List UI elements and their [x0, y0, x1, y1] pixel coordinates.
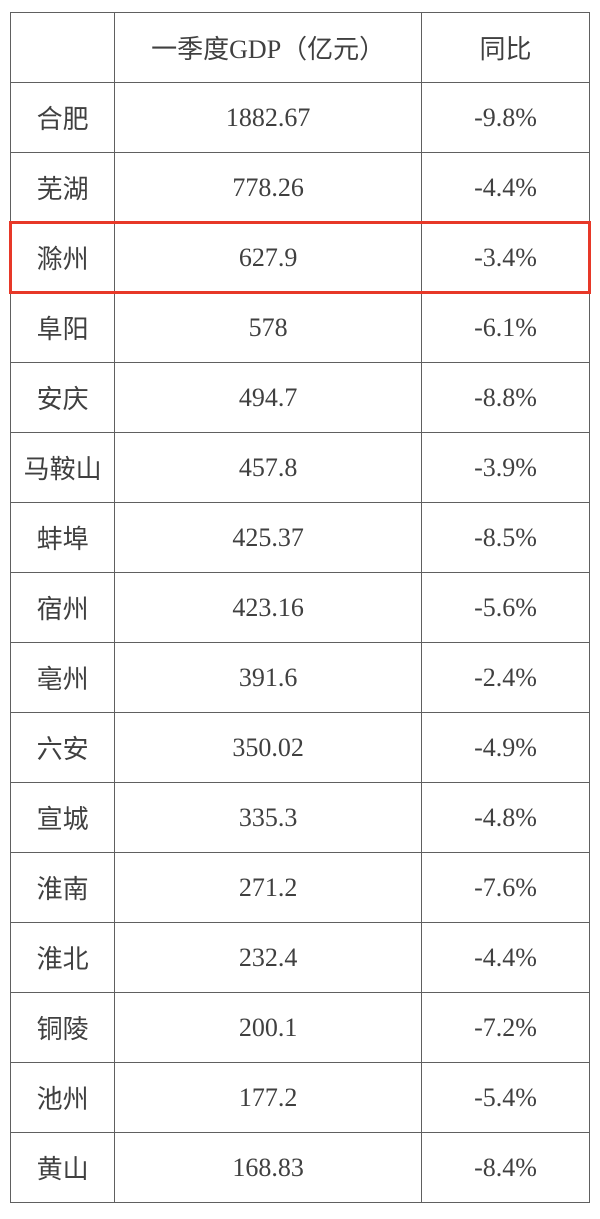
table-row: 黄山168.83-8.4% — [11, 1133, 590, 1203]
gdp-table: 一季度GDP（亿元） 同比 合肥1882.67-9.8%芜湖778.26-4.4… — [10, 12, 590, 1203]
table-header-city — [11, 13, 115, 83]
table-row: 滁州627.9-3.4% — [11, 223, 590, 293]
table-row: 宿州423.16-5.6% — [11, 573, 590, 643]
table-header-row: 一季度GDP（亿元） 同比 — [11, 13, 590, 83]
change-cell: -4.4% — [422, 153, 590, 223]
gdp-cell: 494.7 — [115, 363, 422, 433]
city-cell: 蚌埠 — [11, 503, 115, 573]
gdp-cell: 578 — [115, 293, 422, 363]
gdp-cell: 168.83 — [115, 1133, 422, 1203]
city-cell: 黄山 — [11, 1133, 115, 1203]
change-cell: -4.4% — [422, 923, 590, 993]
gdp-cell: 425.37 — [115, 503, 422, 573]
change-cell: -8.4% — [422, 1133, 590, 1203]
city-cell: 池州 — [11, 1063, 115, 1133]
gdp-cell: 423.16 — [115, 573, 422, 643]
table-row: 马鞍山457.8-3.9% — [11, 433, 590, 503]
gdp-cell: 335.3 — [115, 783, 422, 853]
change-cell: -4.9% — [422, 713, 590, 783]
gdp-cell: 200.1 — [115, 993, 422, 1063]
table-header-gdp: 一季度GDP（亿元） — [115, 13, 422, 83]
gdp-cell: 271.2 — [115, 853, 422, 923]
city-cell: 六安 — [11, 713, 115, 783]
gdp-cell: 350.02 — [115, 713, 422, 783]
table-row: 淮南271.2-7.6% — [11, 853, 590, 923]
change-cell: -7.6% — [422, 853, 590, 923]
gdp-cell: 778.26 — [115, 153, 422, 223]
gdp-cell: 391.6 — [115, 643, 422, 713]
change-cell: -3.4% — [422, 223, 590, 293]
change-cell: -5.6% — [422, 573, 590, 643]
city-cell: 铜陵 — [11, 993, 115, 1063]
change-cell: -8.8% — [422, 363, 590, 433]
gdp-cell: 1882.67 — [115, 83, 422, 153]
change-cell: -8.5% — [422, 503, 590, 573]
gdp-cell: 232.4 — [115, 923, 422, 993]
table-row: 亳州391.6-2.4% — [11, 643, 590, 713]
city-cell: 淮北 — [11, 923, 115, 993]
table-row: 铜陵200.1-7.2% — [11, 993, 590, 1063]
city-cell: 淮南 — [11, 853, 115, 923]
gdp-cell: 627.9 — [115, 223, 422, 293]
change-cell: -4.8% — [422, 783, 590, 853]
change-cell: -3.9% — [422, 433, 590, 503]
city-cell: 滁州 — [11, 223, 115, 293]
table-row: 蚌埠425.37-8.5% — [11, 503, 590, 573]
table-row: 芜湖778.26-4.4% — [11, 153, 590, 223]
table-row: 阜阳578-6.1% — [11, 293, 590, 363]
change-cell: -6.1% — [422, 293, 590, 363]
change-cell: -2.4% — [422, 643, 590, 713]
city-cell: 马鞍山 — [11, 433, 115, 503]
table-row: 淮北232.4-4.4% — [11, 923, 590, 993]
city-cell: 亳州 — [11, 643, 115, 713]
change-cell: -9.8% — [422, 83, 590, 153]
city-cell: 芜湖 — [11, 153, 115, 223]
table-row: 六安350.02-4.9% — [11, 713, 590, 783]
city-cell: 合肥 — [11, 83, 115, 153]
gdp-cell: 457.8 — [115, 433, 422, 503]
city-cell: 阜阳 — [11, 293, 115, 363]
table-row: 宣城335.3-4.8% — [11, 783, 590, 853]
change-cell: -5.4% — [422, 1063, 590, 1133]
table-row: 合肥1882.67-9.8% — [11, 83, 590, 153]
city-cell: 宣城 — [11, 783, 115, 853]
city-cell: 安庆 — [11, 363, 115, 433]
gdp-cell: 177.2 — [115, 1063, 422, 1133]
table-header-change: 同比 — [422, 13, 590, 83]
city-cell: 宿州 — [11, 573, 115, 643]
table-body: 合肥1882.67-9.8%芜湖778.26-4.4%滁州627.9-3.4%阜… — [11, 83, 590, 1203]
change-cell: -7.2% — [422, 993, 590, 1063]
table-row: 池州177.2-5.4% — [11, 1063, 590, 1133]
table-row: 安庆494.7-8.8% — [11, 363, 590, 433]
